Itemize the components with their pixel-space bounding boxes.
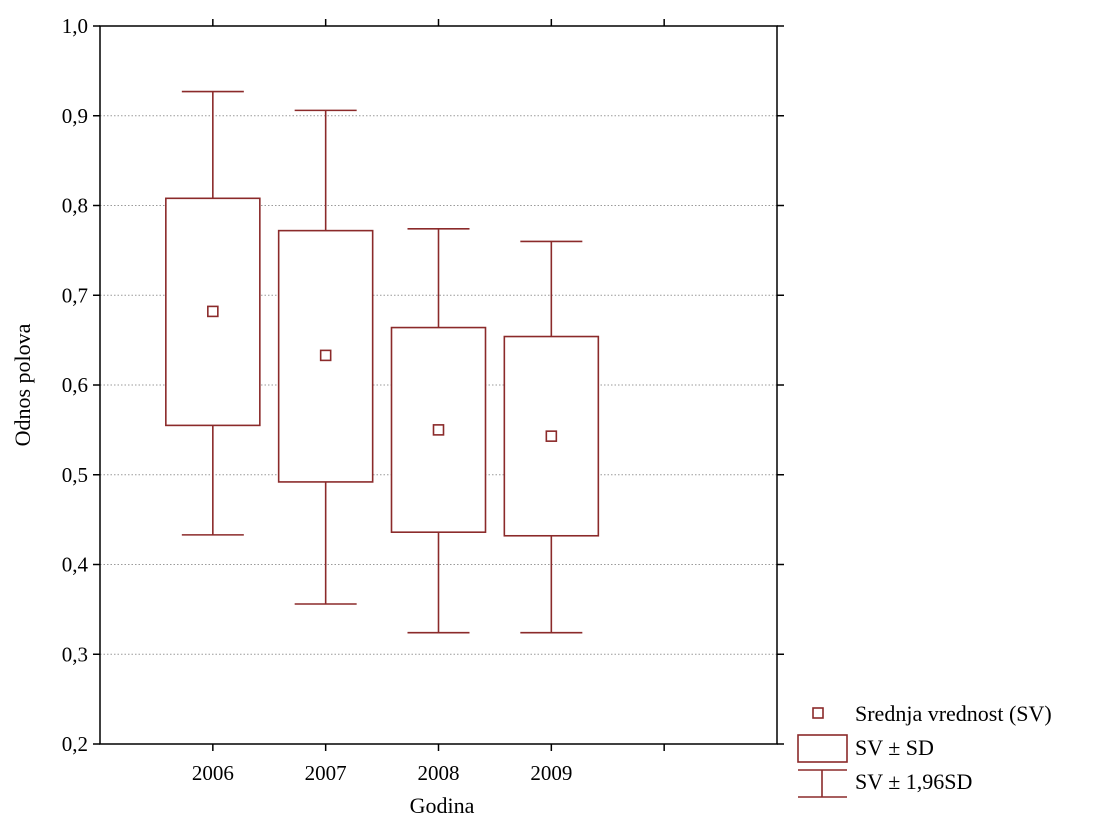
box-icon [797, 734, 848, 763]
y-tick-label: 0,6 [62, 373, 88, 397]
y-tick-label: 0,4 [62, 553, 89, 577]
mean-marker [319, 349, 332, 362]
y-tick-label: 0,9 [62, 104, 88, 128]
boxes-group [165, 197, 600, 537]
whiskers-group [181, 90, 583, 634]
mean-marker [545, 430, 558, 442]
legend-label-mean: Srednja vrednost (SV) [855, 701, 1052, 726]
y-axis-ticks: 0,2 0,3 0,4 0,5 0,6 0,7 0,8 0,9 1,0 [62, 14, 784, 756]
x-axis-ticks: 2006 2007 2008 2009 [192, 19, 665, 785]
x-tick-label: 2008 [418, 761, 460, 785]
y-tick-label: 0,5 [62, 463, 88, 487]
mean-marker [207, 305, 219, 318]
x-tick-label: 2006 [192, 761, 234, 785]
y-tick-label: 0,3 [62, 642, 88, 666]
means-group [207, 305, 558, 442]
mean-marker-icon [812, 707, 824, 719]
y-tick-label: 0,7 [62, 283, 88, 307]
x-tick-label: 2007 [305, 761, 347, 785]
mean-marker [432, 424, 445, 436]
y-tick-label: 0,8 [62, 194, 88, 218]
x-axis-title: Godina [410, 793, 475, 818]
y-tick-label: 1,0 [62, 14, 88, 38]
sd-box [165, 197, 261, 427]
y-axis-title: Odnos polova [10, 323, 35, 446]
legend-label-sd: SV ± SD [855, 735, 934, 760]
y-tick-label: 0,2 [62, 732, 88, 756]
legend-label-196sd: SV ± 1,96SD [855, 769, 972, 794]
x-tick-label: 2009 [530, 761, 572, 785]
legend: Srednja vrednost (SV) SV ± SD SV ± 1,96SD [797, 701, 1052, 798]
